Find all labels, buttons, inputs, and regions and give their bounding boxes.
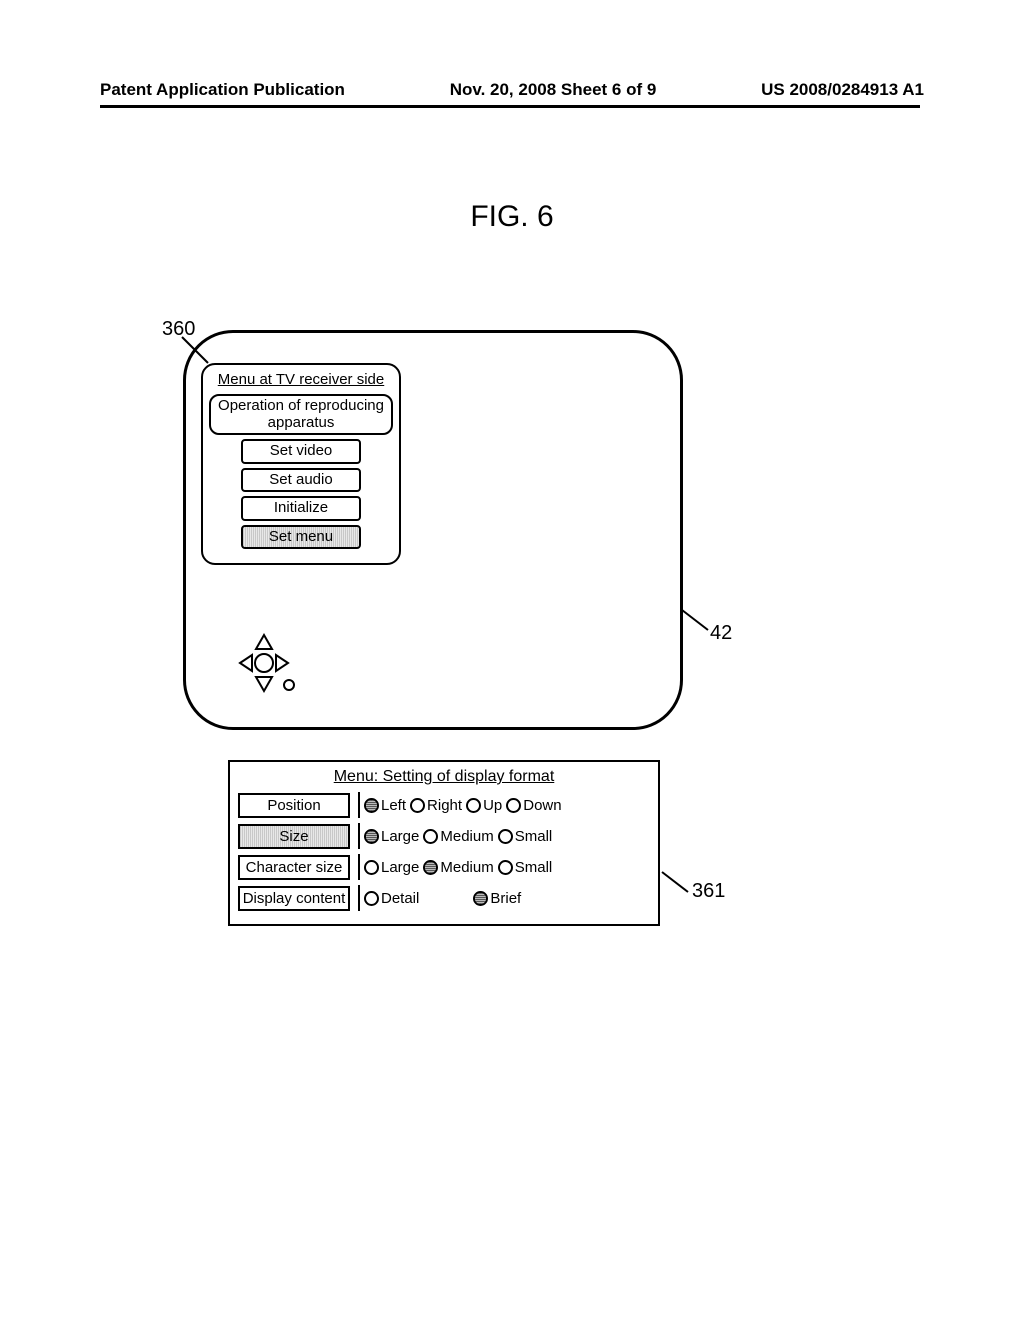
radio-icon xyxy=(473,891,488,906)
radio-label: Small xyxy=(515,859,553,876)
header-divider xyxy=(100,105,920,108)
radio-option[interactable]: Detail xyxy=(364,890,419,907)
radio-label: Small xyxy=(515,828,553,845)
tv-menu-item[interactable]: Operation of reproducing apparatus xyxy=(209,394,393,435)
header-left: Patent Application Publication xyxy=(100,80,345,100)
radio-group: Large Medium Small xyxy=(358,823,552,849)
radio-icon xyxy=(364,798,379,813)
radio-option[interactable]: Up xyxy=(466,797,502,814)
radio-label: Right xyxy=(427,797,462,814)
settings-row-label[interactable]: Display content xyxy=(238,886,350,911)
radio-label: Detail xyxy=(381,890,419,907)
radio-label: Medium xyxy=(440,859,493,876)
radio-option[interactable]: Medium xyxy=(423,828,493,845)
settings-row-label[interactable]: Size xyxy=(238,824,350,849)
tv-menu-item[interactable]: Set menu xyxy=(241,525,361,550)
figure-title: FIG. 6 xyxy=(0,200,1024,234)
radio-label: Large xyxy=(381,828,419,845)
tv-menu-item[interactable]: Initialize xyxy=(241,496,361,521)
radio-icon xyxy=(423,829,438,844)
radio-option[interactable]: Small xyxy=(498,828,553,845)
radio-icon xyxy=(410,798,425,813)
tv-menu-title: Menu at TV receiver side xyxy=(209,371,393,388)
radio-label: Large xyxy=(381,859,419,876)
radio-option[interactable]: Right xyxy=(410,797,462,814)
settings-row: Size Large Medium Small xyxy=(238,823,650,849)
radio-option[interactable]: Down xyxy=(506,797,561,814)
radio-option[interactable]: Brief xyxy=(473,890,521,907)
page-header: Patent Application Publication Nov. 20, … xyxy=(0,80,1024,100)
radio-option[interactable]: Medium xyxy=(423,859,493,876)
radio-label: Down xyxy=(523,797,561,814)
radio-icon xyxy=(466,798,481,813)
radio-option[interactable]: Large xyxy=(364,828,419,845)
radio-option[interactable]: Left xyxy=(364,797,406,814)
leader-line-361 xyxy=(660,870,700,910)
radio-icon xyxy=(364,829,379,844)
radio-label: Medium xyxy=(440,828,493,845)
settings-row: Position Left Right Up Down xyxy=(238,792,650,818)
radio-group: Left Right Up Down xyxy=(358,792,562,818)
tv-menu-360: Menu at TV receiver side Operation of re… xyxy=(201,363,401,565)
radio-option[interactable]: Small xyxy=(498,859,553,876)
settings-title: Menu: Setting of display format xyxy=(238,768,650,786)
tv-menu-item[interactable]: Set audio xyxy=(241,468,361,493)
radio-icon xyxy=(498,829,513,844)
tv-menu-item[interactable]: Set video xyxy=(241,439,361,464)
settings-row-label[interactable]: Position xyxy=(238,793,350,818)
radio-icon xyxy=(364,891,379,906)
header-right: US 2008/0284913 A1 xyxy=(761,80,924,100)
radio-group: Large Medium Small xyxy=(358,854,552,880)
tv-screen-panel: Menu at TV receiver side Operation of re… xyxy=(183,330,683,730)
header-center: Nov. 20, 2008 Sheet 6 of 9 xyxy=(450,80,657,100)
radio-icon xyxy=(498,860,513,875)
radio-label: Up xyxy=(483,797,502,814)
settings-row-label[interactable]: Character size xyxy=(238,855,350,880)
radio-icon xyxy=(364,860,379,875)
settings-panel-361: Menu: Setting of display format Position… xyxy=(228,760,660,926)
radio-group: Detail Brief xyxy=(358,885,521,911)
dpad-nav-icon xyxy=(234,633,304,703)
radio-option[interactable]: Large xyxy=(364,859,419,876)
radio-label: Brief xyxy=(490,890,521,907)
radio-label: Left xyxy=(381,797,406,814)
settings-row: Character size Large Medium Small xyxy=(238,854,650,880)
settings-row: Display content Detail Brief xyxy=(238,885,650,911)
leader-line-42 xyxy=(680,600,720,640)
radio-icon xyxy=(423,860,438,875)
radio-icon xyxy=(506,798,521,813)
